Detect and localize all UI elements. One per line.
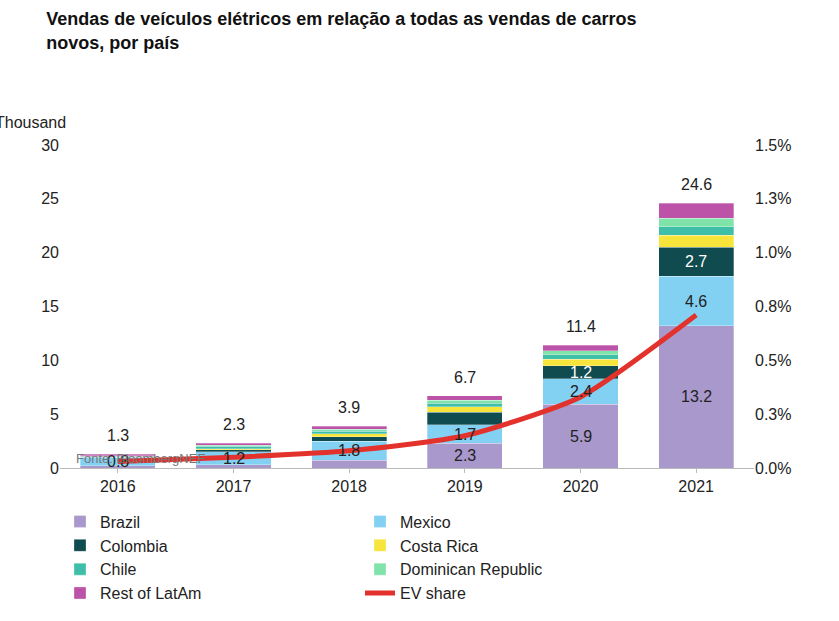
svg-text:0.5%: 0.5%: [755, 352, 791, 369]
svg-text:10: 10: [41, 352, 59, 369]
svg-text:Costa Rica: Costa Rica: [400, 538, 478, 555]
svg-text:0.8: 0.8: [107, 453, 129, 470]
svg-text:Thousand: Thousand: [0, 114, 66, 131]
svg-text:0.0%: 0.0%: [755, 460, 791, 477]
svg-text:11.4: 11.4: [566, 318, 596, 335]
svg-text:1.2: 1.2: [223, 450, 245, 467]
svg-text:2.4: 2.4: [570, 383, 592, 400]
svg-text:Dominican Republic: Dominican Republic: [400, 561, 542, 578]
svg-text:3.9: 3.9: [338, 399, 360, 416]
svg-text:5: 5: [50, 406, 59, 423]
svg-text:Vendas de veículos elétricos e: Vendas de veículos elétricos em relação …: [46, 9, 636, 52]
svg-text:2021: 2021: [678, 478, 714, 495]
svg-text:24.6: 24.6: [681, 176, 712, 193]
svg-text:5.9: 5.9: [570, 428, 592, 445]
svg-text:2.3: 2.3: [223, 416, 245, 433]
svg-text:0: 0: [50, 460, 59, 477]
svg-text:2.3: 2.3: [454, 447, 476, 464]
svg-text:Colombia: Colombia: [100, 538, 168, 555]
svg-text:2019: 2019: [447, 478, 483, 495]
svg-text:Rest of LatAm: Rest of LatAm: [100, 585, 201, 602]
svg-text:1.2: 1.2: [570, 364, 592, 381]
svg-text:0.8%: 0.8%: [755, 298, 791, 315]
svg-text:1.3: 1.3: [107, 427, 129, 444]
svg-text:Chile: Chile: [100, 561, 137, 578]
svg-text:0.3%: 0.3%: [755, 406, 791, 423]
svg-text:Brazil: Brazil: [100, 514, 140, 531]
svg-text:1.8: 1.8: [338, 442, 360, 459]
svg-text:1.3%: 1.3%: [755, 190, 791, 207]
svg-text:2016: 2016: [100, 478, 136, 495]
svg-text:2018: 2018: [331, 478, 367, 495]
svg-text:2020: 2020: [563, 478, 599, 495]
svg-text:2017: 2017: [216, 478, 252, 495]
svg-text:Fonte: BloombergNEF: Fonte: BloombergNEF: [76, 451, 205, 466]
svg-text:25: 25: [41, 190, 59, 207]
svg-text:1.0%: 1.0%: [755, 244, 791, 261]
svg-text:1.5%: 1.5%: [755, 137, 791, 154]
svg-text:30: 30: [41, 137, 59, 154]
svg-text:EV share: EV share: [400, 585, 466, 602]
svg-text:Mexico: Mexico: [400, 514, 451, 531]
svg-text:2.7: 2.7: [685, 253, 707, 270]
svg-text:4.6: 4.6: [685, 293, 707, 310]
svg-text:20: 20: [41, 244, 59, 261]
svg-text:6.7: 6.7: [454, 369, 476, 386]
svg-text:1.7: 1.7: [454, 426, 476, 443]
svg-text:13.2: 13.2: [681, 388, 712, 405]
svg-text:15: 15: [41, 298, 59, 315]
